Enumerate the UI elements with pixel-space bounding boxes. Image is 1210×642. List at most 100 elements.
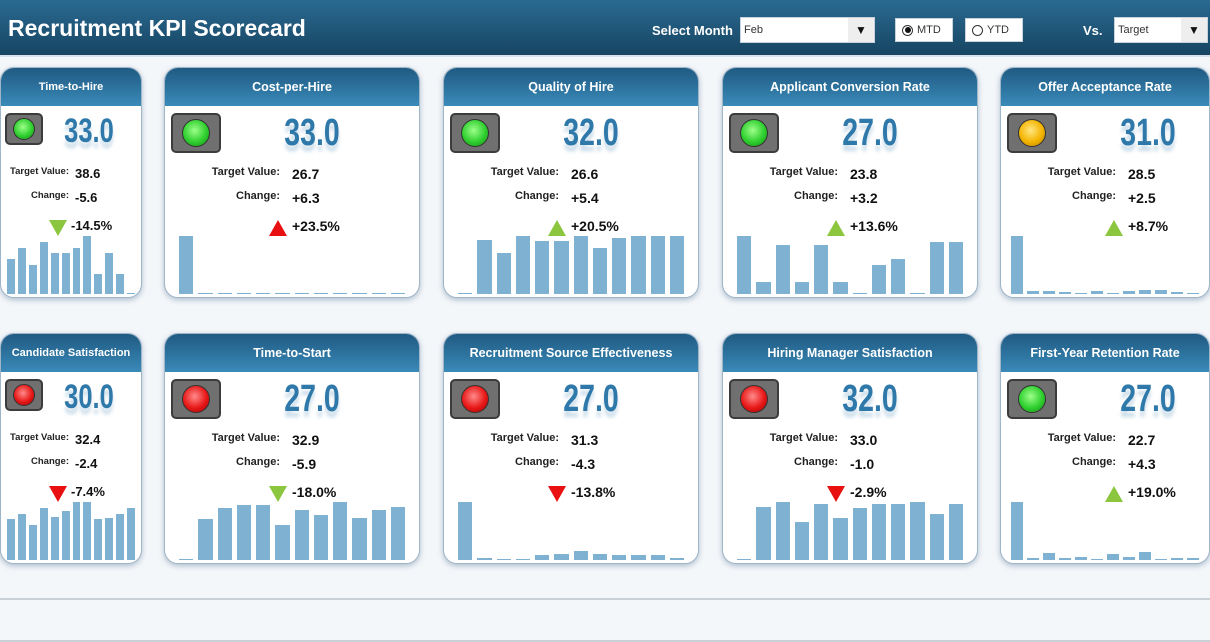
trend-bar-chart	[1011, 236, 1199, 294]
trend-bar	[217, 292, 232, 294]
trend-bar	[17, 513, 26, 560]
target-label: Target Value:	[769, 432, 838, 444]
kpi-card: Recruitment Source Effectiveness 27.0 Ta…	[443, 333, 699, 564]
trend-bar	[28, 525, 37, 560]
trend-bar	[105, 518, 114, 560]
kpi-card-title: Offer Acceptance Rate	[1001, 68, 1209, 106]
kpi-value: 30.0	[64, 378, 114, 416]
change-value: +2.5	[1128, 190, 1156, 206]
trend-bar	[1011, 236, 1023, 294]
target-label: Target Value:	[490, 166, 559, 178]
kpi-card: Time-to-Hire 33.0 Target Value: 38.6 Cha…	[0, 67, 142, 298]
trend-bar	[50, 516, 59, 560]
trend-bar	[554, 240, 569, 294]
kpi-card: First-Year Retention Rate 27.0 Target Va…	[1000, 333, 1210, 564]
divider	[0, 640, 1210, 642]
change-value: -1.0	[850, 456, 875, 472]
status-bulb-red	[740, 385, 768, 413]
trend-bar	[50, 253, 59, 294]
trend-bar	[333, 502, 348, 560]
trend-bar	[127, 292, 136, 294]
trend-bar	[333, 292, 348, 294]
trend-bar	[1011, 502, 1023, 560]
change-percent: -14.5%	[71, 218, 113, 233]
kpi-card: Cost-per-Hire 33.0 Target Value: 26.7 Ch…	[164, 67, 420, 298]
trend-bar	[1107, 293, 1119, 294]
trend-bar	[1139, 289, 1151, 294]
trend-bar	[458, 292, 473, 294]
target-label: Target Value:	[10, 166, 69, 177]
mtd-radio[interactable]: MTD	[895, 18, 953, 42]
trend-bar	[1171, 292, 1183, 294]
trend-bar	[390, 292, 405, 294]
traffic-light-icon	[729, 379, 779, 419]
trend-bar	[1123, 556, 1135, 560]
trend-bar	[1043, 553, 1055, 560]
trend-bar	[217, 507, 232, 560]
kpi-card-title: Recruitment Source Effectiveness	[444, 334, 698, 372]
trend-bar	[61, 253, 70, 294]
change-value: +5.4	[571, 190, 599, 206]
kpi-value: 31.0	[1120, 112, 1176, 154]
trend-bar	[814, 244, 829, 294]
traffic-light-icon	[1007, 113, 1057, 153]
change-percent: -2.9%	[850, 484, 887, 500]
trend-bar	[669, 558, 684, 560]
trend-bar	[39, 241, 48, 294]
trend-bar	[458, 502, 473, 560]
change-label: Change:	[794, 190, 838, 202]
kpi-card-title: Quality of Hire	[444, 68, 698, 106]
trend-bar	[592, 554, 607, 560]
target-value: 33.0	[850, 432, 878, 448]
dashboard-header: Recruitment KPI Scorecard Select Month F…	[0, 0, 1210, 57]
trend-bar	[496, 559, 511, 560]
trend-bar	[948, 241, 963, 294]
change-label: Change:	[31, 456, 69, 467]
trend-bar	[1155, 559, 1167, 560]
traffic-light-icon	[5, 113, 43, 145]
trend-bar	[256, 292, 271, 294]
month-dropdown[interactable]: Feb ▼	[740, 17, 875, 43]
trend-bar-chart	[737, 502, 963, 560]
change-label: Change:	[515, 190, 559, 202]
change-value: +4.3	[1128, 456, 1156, 472]
trend-bar	[83, 502, 92, 560]
vs-dropdown[interactable]: Target ▼	[1114, 17, 1208, 43]
trend-bar	[477, 240, 492, 294]
kpi-card-title: Time-to-Start	[165, 334, 419, 372]
trend-bar	[236, 504, 251, 560]
trend-bar	[1091, 559, 1103, 560]
status-bulb-green	[740, 119, 768, 147]
trend-up-arrow-icon	[827, 220, 845, 236]
trend-bar	[737, 236, 752, 294]
change-value: -5.9	[292, 456, 317, 472]
change-percent: +23.5%	[292, 218, 340, 234]
trend-bar	[1027, 291, 1039, 294]
trend-bar	[775, 502, 790, 560]
trend-bar	[390, 506, 405, 560]
trend-bar	[929, 241, 944, 294]
kpi-card-title: Cost-per-Hire	[165, 68, 419, 106]
ytd-radio[interactable]: YTD	[965, 18, 1023, 42]
status-bulb-yellow	[1018, 119, 1046, 147]
trend-bar	[198, 292, 213, 294]
trend-bar	[477, 558, 492, 560]
traffic-light-icon	[171, 379, 221, 419]
trend-down-arrow-icon	[827, 486, 845, 502]
chevron-down-icon[interactable]: ▼	[848, 18, 874, 42]
kpi-value: 27.0	[1120, 378, 1176, 420]
change-value: +6.3	[292, 190, 320, 206]
trend-bar	[39, 507, 48, 560]
trend-bar	[573, 236, 588, 294]
change-label: Change:	[515, 456, 559, 468]
trend-bar-chart	[179, 502, 405, 560]
change-percent: -7.4%	[71, 484, 105, 499]
trend-bar-chart	[7, 236, 136, 294]
status-bulb-green	[461, 119, 489, 147]
trend-bar	[1187, 558, 1199, 560]
chevron-down-icon[interactable]: ▼	[1181, 18, 1207, 42]
traffic-light-icon	[450, 379, 500, 419]
kpi-value: 32.0	[563, 112, 619, 154]
change-percent: +8.7%	[1128, 218, 1169, 234]
trend-down-arrow-icon	[49, 220, 67, 236]
